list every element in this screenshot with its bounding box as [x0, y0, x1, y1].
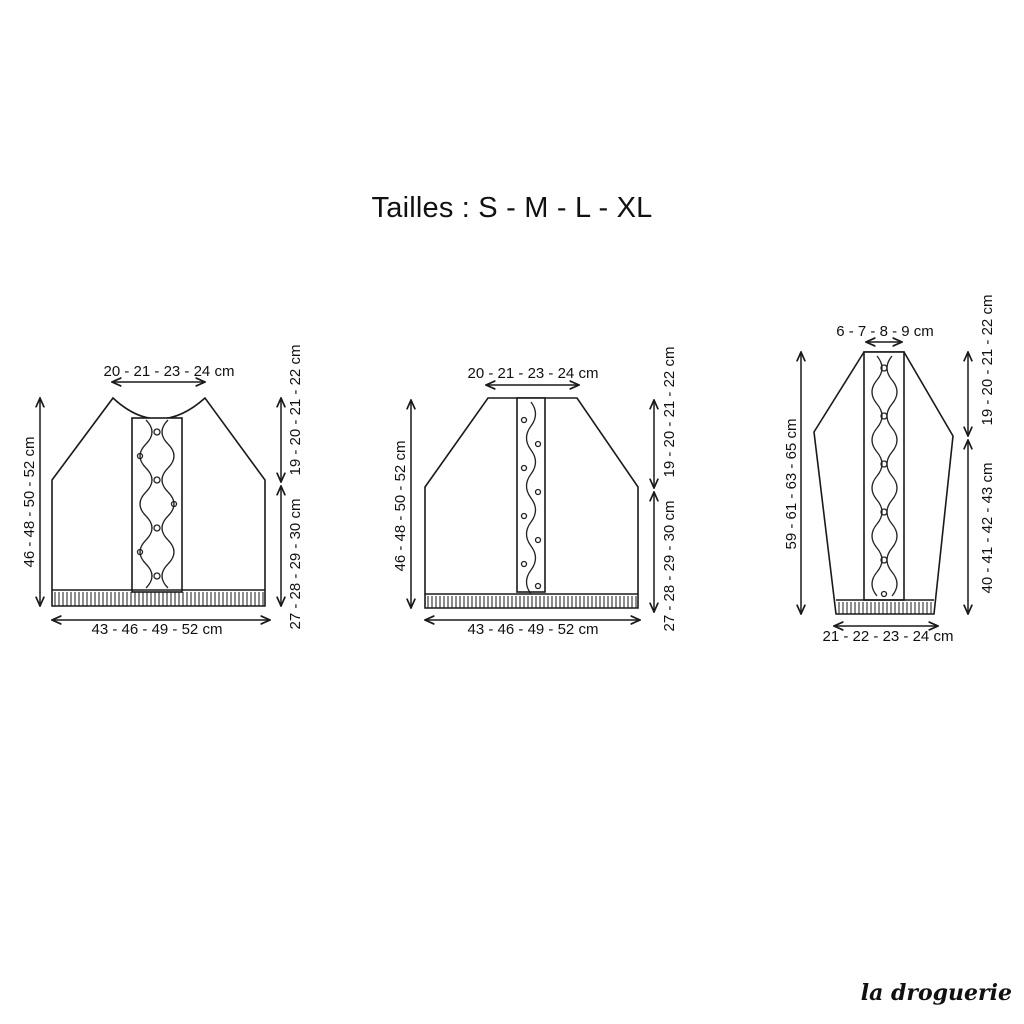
sleeve-cable-motif — [871, 355, 898, 598]
sleeve-raglan-label: 19 - 20 - 21 - 22 cm — [979, 295, 996, 426]
front-bottom-label: 43 - 46 - 49 - 52 cm — [92, 621, 223, 638]
back-height-label: 46 - 48 - 50 - 52 cm — [392, 441, 409, 572]
sleeve-height-label: 59 - 61 - 63 - 65 cm — [783, 419, 800, 550]
back-piece: 20 - 21 - 23 - 24 cm 46 - 48 - 50 - 52 c… — [392, 347, 678, 638]
back-body-label: 27 - 28 - 29 - 30 cm — [661, 501, 678, 632]
brand-logo: la droguerie — [860, 980, 1012, 1006]
front-height-label: 46 - 48 - 50 - 52 cm — [21, 437, 38, 568]
back-raglan-label: 19 - 20 - 21 - 22 cm — [661, 347, 678, 478]
sleeve-top-label: 6 - 7 - 8 - 9 cm — [836, 323, 934, 340]
sleeve-piece: 6 - 7 - 8 - 9 cm 59 - 61 - 63 - 65 cm 19… — [783, 295, 996, 645]
front-piece: 20 - 21 - 23 - 24 cm 46 - 48 - 50 - 52 c… — [21, 345, 304, 638]
back-cable-motif — [520, 401, 542, 595]
front-body-label: 27 - 28 - 29 - 30 cm — [287, 499, 304, 630]
back-neck-label: 20 - 21 - 23 - 24 cm — [468, 365, 599, 382]
back-ribbing — [425, 593, 638, 608]
sleeve-lower-label: 40 - 41 - 42 - 43 cm — [979, 463, 996, 594]
sleeve-cuff-label: 21 - 22 - 23 - 24 cm — [823, 628, 954, 645]
back-cable-panel — [516, 397, 546, 593]
front-neck-label: 20 - 21 - 23 - 24 cm — [104, 363, 235, 380]
front-ribbing — [52, 589, 265, 606]
front-raglan-label: 19 - 20 - 21 - 22 cm — [287, 345, 304, 476]
sizes-title: Tailles : S - M - L - XL — [371, 192, 653, 224]
front-cable-motif — [136, 419, 178, 589]
back-bottom-label: 43 - 46 - 49 - 52 cm — [468, 621, 599, 638]
sleeve-cuff-ribbing — [836, 599, 934, 614]
